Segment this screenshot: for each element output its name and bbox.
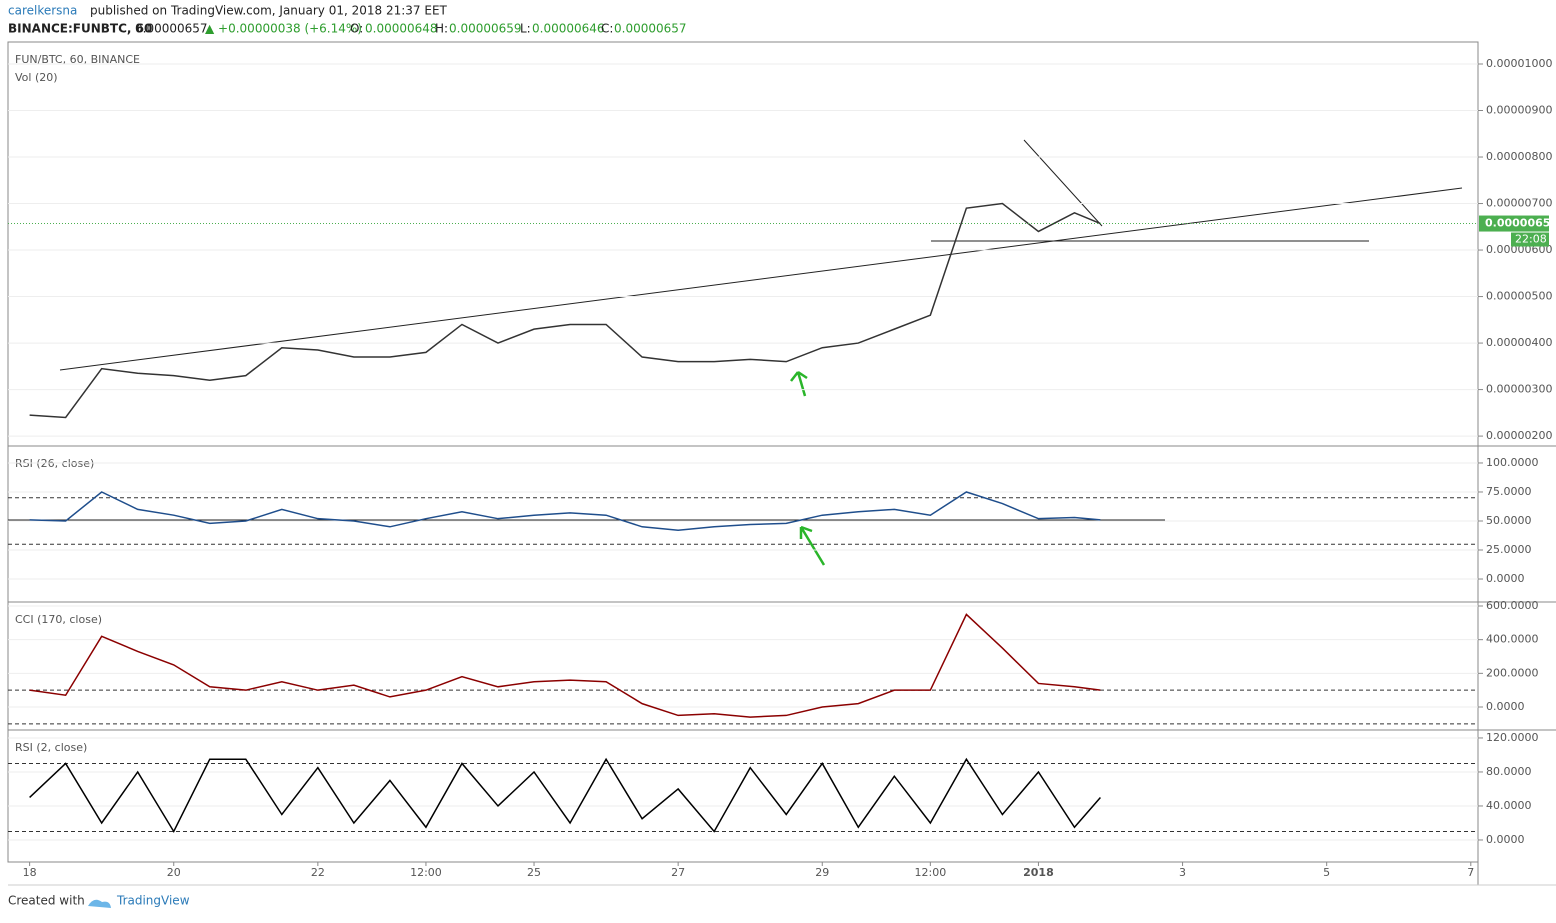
y-tick-label: 120.0000 (1486, 731, 1539, 744)
author[interactable]: carelkersna (8, 4, 77, 18)
y-tick-label: 75.0000 (1486, 485, 1532, 498)
high-label: H: (435, 22, 448, 36)
trend-line (1023, 139, 1103, 227)
x-tick-label: 5 (1323, 866, 1330, 879)
close: 0.00000657 (614, 22, 687, 36)
y-tick-label: 80.0000 (1486, 765, 1532, 778)
x-tick-label: 22 (311, 866, 325, 879)
last-price: 0.00000657 (135, 22, 208, 36)
x-tick-label: 7 (1467, 866, 1474, 879)
arrow (790, 370, 808, 397)
x-tick-label: 27 (671, 866, 685, 879)
low: 0.00000646 (532, 22, 605, 36)
y-tick-label: 0.00000800 (1486, 150, 1552, 163)
series-line (29, 491, 1101, 532)
panel-title: CCI (170, close) (15, 613, 102, 626)
panel-title: FUN/BTC, 60, BINANCE (15, 53, 140, 66)
change: ▲ +0.00000038 (+6.14%) (205, 22, 362, 36)
y-tick-label: 200.0000 (1486, 666, 1539, 679)
y-tick-label: 100.0000 (1486, 456, 1539, 469)
y-tick-label: 0.00000400 (1486, 336, 1552, 349)
y-tick-label: 0.0000 (1486, 572, 1525, 585)
x-tick-label: 12:00 (410, 866, 442, 879)
x-tick-label: 2018 (1023, 866, 1054, 879)
countdown-box (1511, 232, 1549, 247)
logo (88, 899, 111, 908)
y-tick-label: 0.00000700 (1486, 197, 1552, 210)
y-tick-label: 0.00000900 (1486, 104, 1552, 117)
last-price-box (1479, 215, 1549, 232)
trend-line (59, 187, 1463, 371)
y-tick-label: 0.0000 (1486, 700, 1525, 713)
panel-title: RSI (26, close) (15, 457, 94, 470)
x-tick-label: 3 (1179, 866, 1186, 879)
open-label: O: (350, 22, 363, 36)
series-line (29, 202, 1101, 419)
y-tick-label: 25.0000 (1486, 543, 1532, 556)
created: Created with (8, 894, 85, 908)
y-tick-label: 400.0000 (1486, 633, 1539, 646)
y-tick-label: 40.0000 (1486, 799, 1532, 812)
y-tick-label: 0.00001000 (1486, 57, 1552, 70)
brand[interactable]: TradingView (116, 894, 190, 908)
y-tick-label: 0.00000200 (1486, 429, 1552, 442)
y-tick-label: 0.00000500 (1486, 290, 1552, 303)
panel-title: RSI (2, close) (15, 741, 87, 754)
x-tick-label: 12:00 (915, 866, 947, 879)
countdown: 22:08 (1515, 233, 1547, 246)
y-tick-label: 50.0000 (1486, 514, 1532, 527)
open: 0.00000648 (365, 22, 438, 36)
plot-frame (7, 41, 1479, 863)
y-tick-label: 0.0000 (1486, 833, 1525, 846)
arrow (799, 525, 826, 566)
x-tick-label: 20 (167, 866, 181, 879)
panel-subtitle: Vol (20) (15, 71, 58, 84)
last-price-label: 0.00000657 (1485, 217, 1556, 230)
high: 0.00000659 (449, 22, 522, 36)
low-label: L: (520, 22, 531, 36)
x-tick-label: 18 (23, 866, 37, 879)
y-tick-label: 600.0000 (1486, 599, 1539, 612)
x-tick-label: 25 (527, 866, 541, 879)
close-label: C: (601, 22, 613, 36)
symbol: BINANCE:FUNBTC, 60 (8, 22, 152, 36)
y-tick-label: 0.00000300 (1486, 383, 1552, 396)
x-tick-label: 29 (815, 866, 829, 879)
published: published on TradingView.com, January 01… (90, 4, 448, 18)
series-line (29, 757, 1101, 834)
series-line (29, 613, 1101, 718)
